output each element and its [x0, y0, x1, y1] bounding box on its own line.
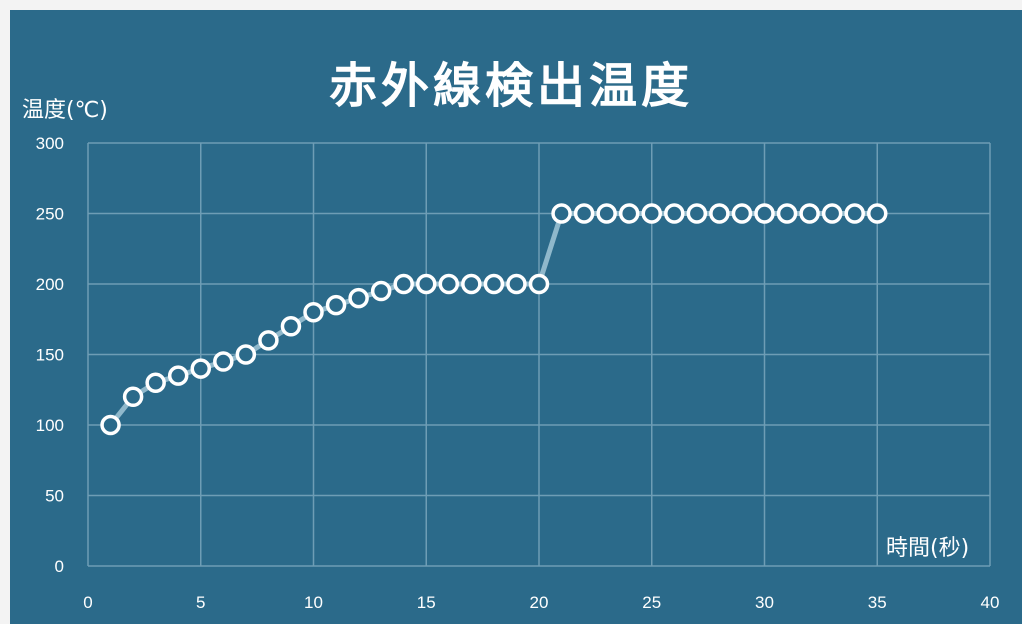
data-point [596, 203, 617, 224]
data-point [776, 203, 798, 224]
series-layer [100, 203, 888, 436]
data-point [325, 294, 347, 316]
data-point [664, 203, 685, 224]
chart-title: 赤外線検出温度 [328, 58, 693, 114]
data-point [506, 273, 527, 295]
data-point [190, 358, 211, 379]
data-point [528, 273, 550, 295]
data-point [461, 273, 482, 295]
data-point [641, 203, 662, 224]
data-point [258, 330, 279, 351]
x-tick-label: 20 [530, 593, 549, 612]
data-point [100, 414, 121, 436]
y-tick-label: 250 [36, 205, 64, 224]
data-point [754, 203, 775, 224]
tick-layer: 0 5 10 15 20 25 30 35 40 0 50 100 150 200 250 300 [36, 134, 1000, 612]
y-tick-label: 100 [36, 416, 64, 435]
data-point [799, 203, 820, 224]
x-tick-label: 10 [304, 593, 323, 612]
data-point [416, 273, 437, 295]
data-point [167, 365, 189, 386]
x-tick-label: 30 [755, 593, 774, 612]
x-axis-label: 時間(秒) [886, 536, 970, 561]
series-line [108, 211, 880, 428]
data-point [483, 273, 505, 295]
data-point [709, 203, 730, 224]
data-point [867, 203, 888, 224]
x-tick-label: 15 [417, 593, 436, 612]
data-point [122, 386, 144, 408]
data-point [145, 372, 166, 393]
data-point [438, 273, 460, 295]
data-point [348, 287, 369, 309]
x-tick-label: 0 [83, 593, 92, 612]
data-point [393, 273, 414, 295]
data-point [844, 203, 865, 224]
data-point [370, 280, 392, 302]
y-tick-label: 50 [45, 487, 64, 506]
data-point [280, 316, 302, 337]
data-point [551, 203, 572, 224]
y-tick-label: 150 [36, 346, 64, 365]
y-axis-label: 温度(℃) [22, 98, 108, 123]
data-point [731, 203, 753, 224]
data-point [303, 301, 324, 323]
x-tick-label: 5 [196, 593, 205, 612]
grid-layer [87, 142, 991, 567]
y-tick-label: 300 [36, 134, 64, 153]
y-tick-label: 0 [55, 557, 64, 576]
chart-panel [10, 10, 1022, 624]
data-point [618, 203, 640, 224]
y-tick-label: 200 [36, 275, 64, 294]
data-point [686, 203, 708, 224]
x-tick-label: 25 [642, 593, 661, 612]
data-point [213, 351, 234, 372]
data-point [573, 203, 595, 224]
x-tick-label: 40 [981, 593, 1000, 612]
data-point [821, 203, 843, 224]
x-tick-label: 35 [868, 593, 887, 612]
data-point [235, 344, 257, 365]
